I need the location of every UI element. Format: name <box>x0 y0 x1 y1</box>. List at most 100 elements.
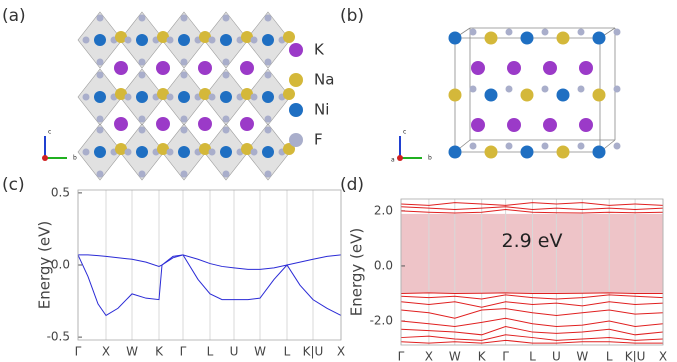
triad-label: c <box>403 129 406 136</box>
x-tick-label: K|U <box>625 350 646 362</box>
atom-f <box>209 149 216 156</box>
atom <box>485 32 498 45</box>
atom-ni <box>136 146 148 158</box>
atom-k <box>198 117 212 131</box>
atom <box>521 32 534 45</box>
atom-f <box>506 29 513 36</box>
y-axis-label: Energy (eV) <box>36 221 54 309</box>
atom-f <box>506 86 513 93</box>
atom <box>521 89 534 102</box>
atom-k <box>114 61 128 75</box>
atom-f <box>470 29 477 36</box>
atom-f <box>139 116 146 123</box>
atom-f <box>578 86 585 93</box>
atom <box>521 146 534 159</box>
x-tick-label: Γ <box>502 350 509 362</box>
atom-f <box>578 29 585 36</box>
atom-ni <box>94 34 106 46</box>
legend-swatch <box>289 73 303 87</box>
atom-f <box>83 37 90 44</box>
y-tick-label: 2.0 <box>374 203 393 217</box>
atom-f <box>97 171 104 178</box>
legend-swatch <box>289 133 303 147</box>
atom-f <box>97 116 104 123</box>
atom-f <box>223 15 230 22</box>
atom-f <box>265 171 272 178</box>
atom-f <box>506 143 513 150</box>
legend-swatch <box>289 43 303 57</box>
atom-f <box>167 37 174 44</box>
atom-f <box>181 15 188 22</box>
atom-f <box>209 37 216 44</box>
atom-ni <box>136 34 148 46</box>
atom <box>557 32 570 45</box>
x-tick-label: Γ <box>398 350 405 362</box>
atom-f <box>265 127 272 134</box>
atom <box>449 89 462 102</box>
x-tick-label: K|U <box>303 345 324 359</box>
atom <box>557 89 570 102</box>
legend-label: Ni <box>314 101 329 119</box>
panel-label: (b) <box>340 6 364 26</box>
y-tick-label: 0.0 <box>51 258 70 272</box>
atom <box>557 146 570 159</box>
atom <box>593 32 606 45</box>
legend-label: K <box>314 41 325 59</box>
atom-f <box>139 72 146 79</box>
atom-k <box>543 61 557 75</box>
atom-f <box>139 59 146 66</box>
atom <box>593 89 606 102</box>
atom-f <box>614 29 621 36</box>
y-tick-label: -2.0 <box>370 314 393 328</box>
atom-f <box>265 59 272 66</box>
atom-ni <box>220 34 232 46</box>
figure: (a) (b) (c) (d) KNaNiFcbcabΓXWKΓLUWLK|UX… <box>0 0 677 362</box>
atom-f <box>223 72 230 79</box>
y-tick-label: 0.0 <box>374 258 393 272</box>
triad-label: b <box>73 155 77 162</box>
atom-f <box>139 15 146 22</box>
atom-k <box>198 61 212 75</box>
x-tick-label: Γ <box>180 345 187 359</box>
x-tick-label: K <box>478 350 487 362</box>
x-tick-label: U <box>552 350 561 362</box>
x-tick-label: L <box>606 350 613 362</box>
x-tick-label: X <box>425 350 433 362</box>
atom-k <box>471 61 485 75</box>
atom-na <box>283 88 295 100</box>
atom-f <box>167 94 174 101</box>
x-tick-label: W <box>254 345 266 359</box>
crystal-a <box>78 12 295 180</box>
atom-k <box>240 117 254 131</box>
legend-swatch <box>289 103 303 117</box>
x-tick-label: L <box>529 350 536 362</box>
atom-f <box>223 116 230 123</box>
triad-label: a <box>391 157 395 164</box>
x-tick-label: W <box>576 350 588 362</box>
atom-k <box>156 61 170 75</box>
triad-axis <box>397 155 403 161</box>
atom-k <box>240 61 254 75</box>
crystal-b <box>449 28 621 159</box>
atom-f <box>614 86 621 93</box>
atom-f <box>614 143 621 150</box>
atom-ni <box>262 146 274 158</box>
x-tick-label: X <box>102 345 110 359</box>
atom-k <box>579 61 593 75</box>
atom-f <box>470 86 477 93</box>
atom-f <box>181 116 188 123</box>
atom <box>449 32 462 45</box>
atom-f <box>181 72 188 79</box>
atom-k <box>579 118 593 132</box>
gap-annotation: 2.9 eV <box>502 230 563 252</box>
atom <box>593 146 606 159</box>
atom-k <box>507 61 521 75</box>
atom-ni <box>262 91 274 103</box>
x-tick-label: L <box>207 345 214 359</box>
atom-ni <box>178 146 190 158</box>
band-line <box>401 293 663 294</box>
atom-ni <box>94 91 106 103</box>
legend-label: Na <box>314 71 334 89</box>
panel-label: (c) <box>2 175 25 195</box>
atom-f <box>97 59 104 66</box>
